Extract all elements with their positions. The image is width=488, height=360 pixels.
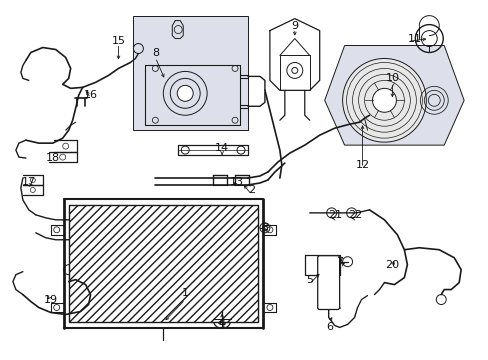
Text: 22: 22	[348, 210, 362, 220]
Circle shape	[342, 58, 426, 142]
Text: 16: 16	[83, 90, 98, 100]
Text: 10: 10	[385, 73, 399, 84]
Text: 5: 5	[305, 275, 313, 285]
Text: 18: 18	[45, 153, 60, 163]
Text: 8: 8	[151, 49, 159, 58]
Text: 6: 6	[325, 323, 332, 332]
Text: 19: 19	[43, 294, 58, 305]
FancyBboxPatch shape	[317, 256, 339, 310]
Text: 11: 11	[407, 33, 421, 44]
Text: 4: 4	[218, 319, 225, 329]
Text: 2: 2	[248, 185, 255, 195]
Text: 20: 20	[385, 260, 399, 270]
Polygon shape	[324, 45, 463, 145]
Text: 14: 14	[215, 143, 229, 153]
Text: 1: 1	[182, 288, 188, 298]
Circle shape	[177, 85, 193, 101]
Polygon shape	[133, 15, 247, 130]
Text: 17: 17	[22, 177, 36, 187]
Circle shape	[372, 88, 396, 112]
Text: 7: 7	[335, 257, 343, 267]
Text: 12: 12	[355, 160, 369, 170]
Text: 13: 13	[229, 177, 244, 187]
Text: 9: 9	[291, 21, 298, 31]
Text: 3: 3	[261, 223, 268, 233]
Bar	[68, 205, 258, 323]
Text: 15: 15	[111, 36, 125, 46]
Text: 21: 21	[328, 210, 342, 220]
